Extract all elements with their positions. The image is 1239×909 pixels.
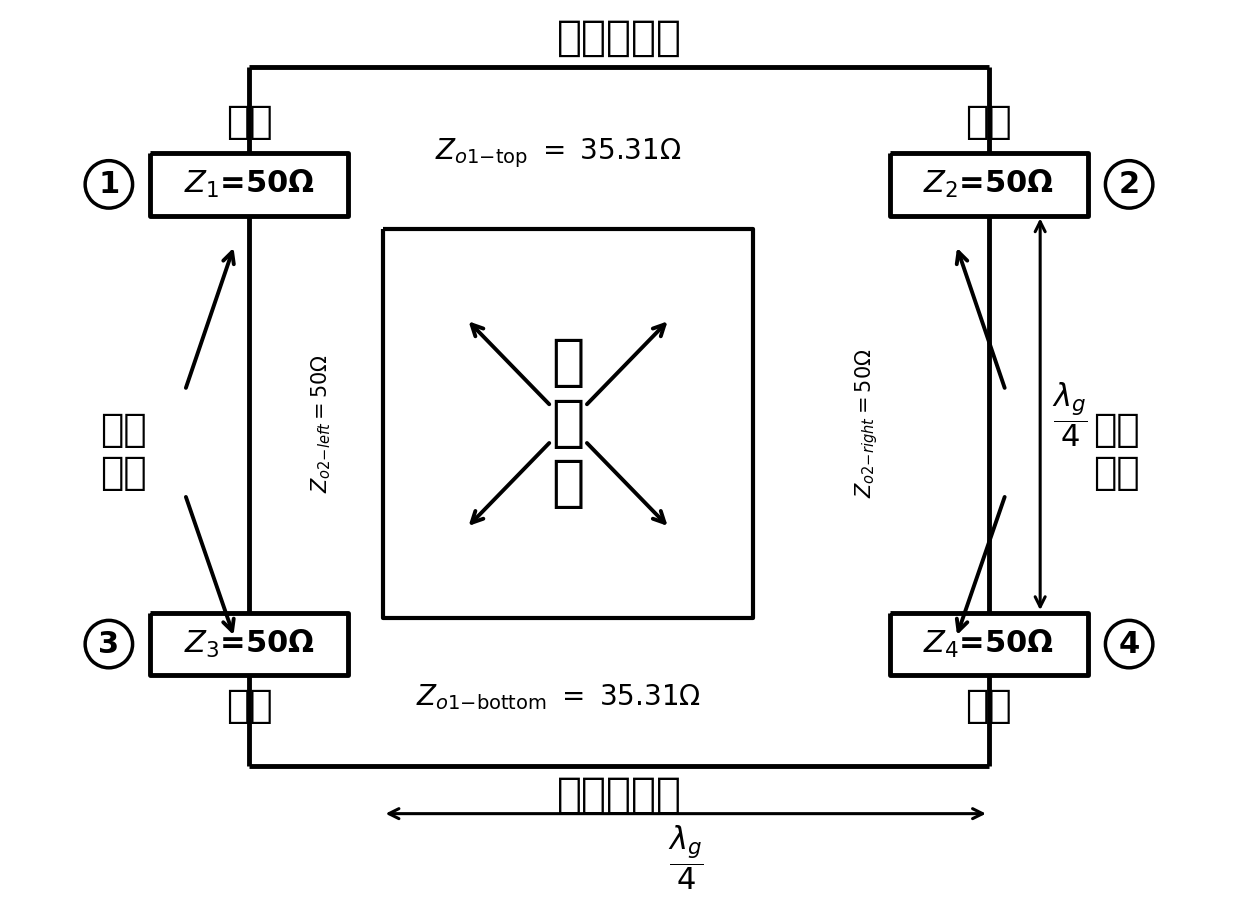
Text: $Z_{o2\mathrm{-}right}=50\Omega$: $Z_{o2\mathrm{-}right}=50\Omega$ [852,349,880,498]
Text: $Z_{1}$=50Ω: $Z_{1}$=50Ω [183,168,315,200]
Text: 副线: 副线 [1093,454,1140,492]
Text: $\dfrac{\lambda_g}{4}$: $\dfrac{\lambda_g}{4}$ [1052,380,1088,449]
Text: $Z_{o1\mathrm{-bottom}}\ =\ 35.31\Omega$: $Z_{o1\mathrm{-bottom}}\ =\ 35.31\Omega$ [416,682,700,712]
Text: $Z_{o2\mathrm{-}left}=50\Omega$: $Z_{o2\mathrm{-}left}=50\Omega$ [310,355,333,494]
Text: $\dfrac{\lambda_g}{4}$: $\dfrac{\lambda_g}{4}$ [668,824,704,893]
Text: $Z_{o1\mathrm{-top}}\ =\ 35.31\Omega$: $Z_{o1\mathrm{-top}}\ =\ 35.31\Omega$ [435,136,681,170]
Text: $Z_{4}$=50Ω: $Z_{4}$=50Ω [923,628,1054,660]
Text: 耦合: 耦合 [965,687,1012,725]
Text: 分
支
线: 分 支 线 [551,336,585,511]
Text: $Z_{3}$=50Ω: $Z_{3}$=50Ω [183,628,315,660]
Text: 3: 3 [98,630,119,659]
Text: 隔离: 隔离 [225,687,273,725]
Text: 平行连接线: 平行连接线 [556,774,681,816]
Text: 主线: 主线 [100,411,147,449]
Text: 2: 2 [1119,170,1140,199]
Text: 1: 1 [98,170,119,199]
Text: 直通: 直通 [965,104,1012,142]
Text: 输入: 输入 [225,104,273,142]
Text: 平行连接线: 平行连接线 [556,17,681,59]
Text: 副线: 副线 [100,454,147,492]
Text: 主线: 主线 [1093,411,1140,449]
Text: $Z_{2}$=50Ω: $Z_{2}$=50Ω [923,168,1054,200]
Text: 4: 4 [1119,630,1140,659]
